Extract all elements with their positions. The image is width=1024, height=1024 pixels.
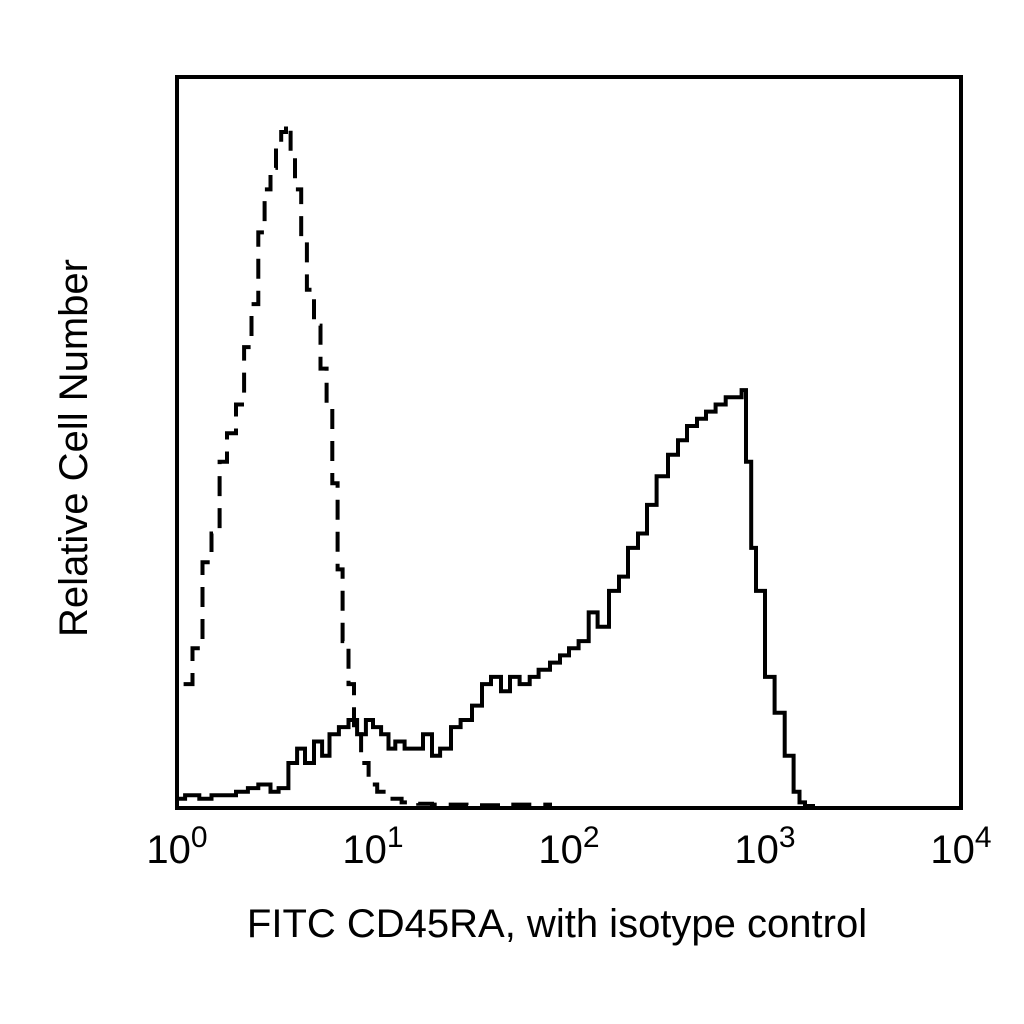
x-tick-labels: 100 101 102 103 104 xyxy=(146,821,991,872)
cd45ra-histogram xyxy=(177,388,815,808)
x-tick-label: 104 xyxy=(930,821,991,872)
isotype-control-histogram xyxy=(183,122,552,808)
x-tick-label: 103 xyxy=(734,821,795,872)
x-axis-title: FITC CD45RA, with isotype control xyxy=(247,902,867,946)
x-tick-label: 102 xyxy=(538,821,599,872)
x-tick-label: 101 xyxy=(342,821,403,872)
y-axis-title: Relative Cell Number xyxy=(52,259,96,637)
x-tick-label: 100 xyxy=(146,821,207,872)
plot-frame xyxy=(175,75,963,810)
histogram-series-group xyxy=(177,122,815,808)
